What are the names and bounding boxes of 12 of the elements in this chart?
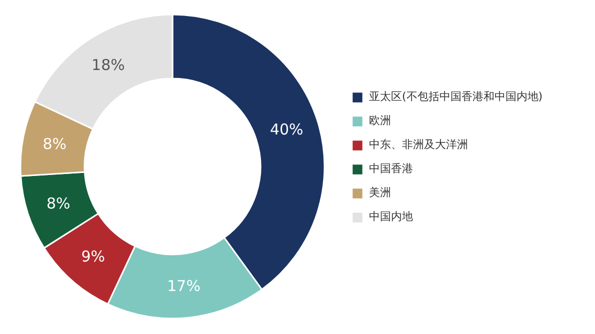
data-label: 9% xyxy=(81,248,106,266)
data-label: 17% xyxy=(167,276,200,295)
data-label: 40% xyxy=(270,120,304,138)
data-label: 18% xyxy=(92,56,125,74)
legend-label: 中东、非洲及大洋洲 xyxy=(369,137,468,152)
data-label: 8% xyxy=(42,135,67,154)
legend-label: 中国内地 xyxy=(369,209,413,224)
legend-label: 亚太区(不包括中国香港和中国内地) xyxy=(369,89,543,104)
legend-label: 欧洲 xyxy=(369,113,391,128)
legend-label: 美洲 xyxy=(369,185,391,200)
legend-label: 中国香港 xyxy=(369,161,413,176)
data-label: 8% xyxy=(46,194,70,213)
